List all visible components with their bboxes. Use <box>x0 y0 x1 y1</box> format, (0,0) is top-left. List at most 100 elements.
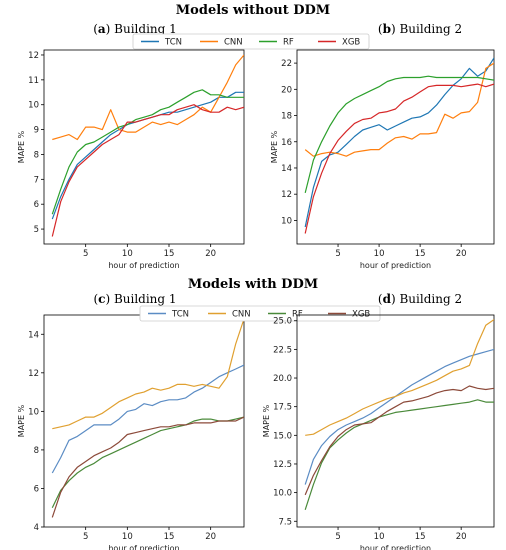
plot-frame <box>43 314 245 528</box>
x-tick-label: 10 <box>374 532 385 542</box>
series-line-xgb <box>51 104 244 237</box>
legend: TCN CNN RF XGB <box>139 305 381 322</box>
y-tick-label: 7 <box>34 175 39 185</box>
x-tick-label: 5 <box>83 532 88 542</box>
y-axis-label: MAPE % <box>17 130 26 163</box>
plot-frame <box>296 314 495 528</box>
y-tick-label: 11 <box>28 76 39 86</box>
legend-label-xgb: XGB <box>352 310 370 320</box>
y-axis-label: MAPE % <box>262 404 271 437</box>
y-tick-label: 6 <box>34 484 39 494</box>
x-tick-label: 10 <box>374 249 385 259</box>
y-tick-label: 12 <box>281 190 292 200</box>
series-line-tcn <box>51 364 244 474</box>
x-tick-label: 20 <box>205 249 216 259</box>
y-tick-label: 16 <box>281 138 292 148</box>
x-tick-label: 5 <box>83 249 88 259</box>
y-tick-label: 10 <box>28 101 39 111</box>
x-tick-label: 20 <box>456 249 467 259</box>
legend-label-rf: RF <box>283 38 294 48</box>
legend-label-xgb: XGB <box>342 38 360 48</box>
x-axis-label: hour of prediction <box>108 544 179 550</box>
x-tick-label: 20 <box>205 532 216 542</box>
panel-letter: b <box>383 22 391 36</box>
panel-d: (d) Building 2 5 10 15 20 7.5 10.0 12.5 15.0 17.5… <box>262 292 495 550</box>
y-tick-label: 20.0 <box>273 374 292 384</box>
series-line-xgb <box>51 416 244 518</box>
panel-c: (c) Building 1 5 10 15 20 4 6 8 10 12 14 hour of pr… <box>17 292 245 550</box>
x-tick-label: 15 <box>164 532 175 542</box>
x-axis-label: hour of prediction <box>360 544 431 550</box>
legend-label-tcn: TCN <box>164 38 182 48</box>
y-axis-label: MAPE % <box>17 404 26 437</box>
panel-title-text: Building 2 <box>399 292 462 306</box>
panel-a: (a) Building 1 5 10 15 20 5 6 7 8 9 10 11 12 hour of … <box>17 22 245 270</box>
series-line-rf <box>51 416 244 508</box>
y-tick-label: 8 <box>34 150 39 160</box>
x-tick-label: 5 <box>335 249 340 259</box>
panel-title-text: Building 1 <box>114 292 177 306</box>
section-title-with-ddm: Models with DDM <box>188 277 318 292</box>
y-tick-label: 12.5 <box>273 460 292 470</box>
legend-label-cnn: CNN <box>232 310 251 320</box>
series-line-tcn <box>304 57 494 228</box>
y-tick-label: 12 <box>28 51 39 61</box>
series-line-cnn <box>52 54 244 141</box>
x-tick-label: 10 <box>122 249 133 259</box>
plot-frame <box>296 49 495 245</box>
panel-title-c: (c) Building 1 <box>93 292 176 306</box>
y-tick-label: 18 <box>281 112 292 122</box>
x-tick-label: 10 <box>122 532 133 542</box>
y-tick-label: 5 <box>34 225 39 235</box>
y-tick-label: 10 <box>281 216 292 226</box>
legend-label-rf: RF <box>292 310 303 320</box>
series-line-tcn <box>304 348 494 485</box>
x-tick-label: 5 <box>335 532 340 542</box>
series-line-cnn <box>305 319 494 436</box>
panel-letter: a <box>98 22 106 36</box>
y-tick-label: 14 <box>28 330 39 340</box>
legend-box <box>139 305 381 322</box>
panel-title-a: (a) Building 1 <box>93 22 177 36</box>
y-tick-label: 14 <box>281 164 292 174</box>
panel-title-text: Building 2 <box>399 22 462 36</box>
y-tick-label: 22.5 <box>273 345 292 355</box>
y-tick-label: 8 <box>34 446 39 456</box>
y-tick-label: 6 <box>34 200 39 210</box>
legend: TCN CNN RF XGB <box>132 33 370 50</box>
y-tick-label: 10.0 <box>273 489 292 499</box>
series-line-xgb <box>304 83 494 234</box>
x-axis-label: hour of prediction <box>108 261 179 270</box>
y-tick-label: 22 <box>281 59 292 69</box>
y-tick-label: 12 <box>28 369 39 379</box>
y-axis-label: MAPE % <box>270 130 279 163</box>
panel-title-b: (b) Building 2 <box>378 22 462 36</box>
panel-b: (b) Building 2 5 10 15 20 10 12 14 16 18 20 22 hour … <box>270 22 495 270</box>
panel-letter: d <box>383 292 392 306</box>
y-tick-label: 17.5 <box>273 403 292 413</box>
section-title-without-ddm: Models without DDM <box>176 3 330 18</box>
plot-frame <box>43 49 245 245</box>
series-line-cnn <box>304 62 494 157</box>
series-line-tcn <box>51 91 244 220</box>
series-line-xgb <box>304 385 494 496</box>
legend-label-cnn: CNN <box>224 38 243 48</box>
y-tick-label: 20 <box>281 85 292 95</box>
x-tick-label: 15 <box>164 249 175 259</box>
y-tick-label: 9 <box>34 126 39 136</box>
series-line-rf <box>51 89 244 215</box>
series-line-rf <box>304 75 494 194</box>
panel-title-text: Building 1 <box>114 22 177 36</box>
legend-label-tcn: TCN <box>171 310 189 320</box>
series-line-cnn <box>52 318 244 430</box>
x-tick-label: 15 <box>415 532 426 542</box>
x-tick-label: 15 <box>415 249 426 259</box>
y-tick-label: 15.0 <box>273 431 292 441</box>
x-axis-label: hour of prediction <box>360 261 431 270</box>
series-line-rf <box>304 399 494 510</box>
panel-letter: c <box>98 292 105 306</box>
y-tick-label: 10 <box>28 407 39 417</box>
legend-box <box>132 33 370 50</box>
y-tick-label: 4 <box>34 523 39 533</box>
y-tick-label: 7.5 <box>278 517 292 527</box>
